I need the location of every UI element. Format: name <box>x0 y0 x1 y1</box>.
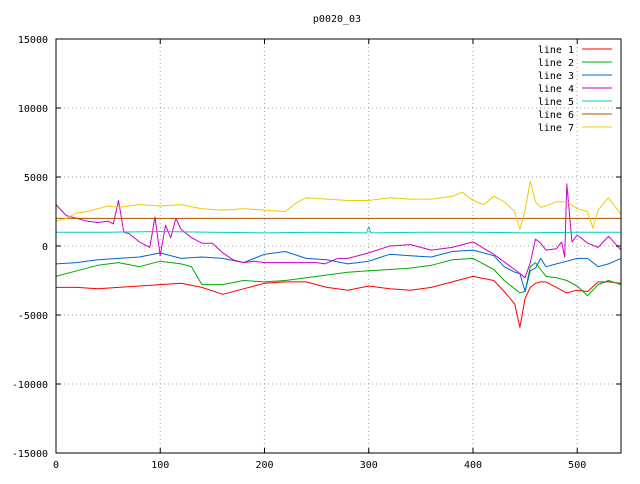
legend-label: line 1 <box>538 45 574 56</box>
legend-label: line 2 <box>538 58 574 69</box>
x-tick-label: 300 <box>360 460 378 471</box>
y-tick-label: 5000 <box>24 173 48 184</box>
series-group <box>55 180 622 328</box>
series-line-5 <box>56 226 621 234</box>
y-tick-label: -10000 <box>12 380 48 391</box>
series-line-2 <box>55 257 622 297</box>
x-tick-label: 200 <box>255 460 273 471</box>
y-tick-label: -5000 <box>18 311 48 322</box>
legend-label: line 6 <box>538 110 574 121</box>
grid <box>56 39 621 453</box>
legend-label: line 3 <box>538 71 574 82</box>
series-line-7 <box>55 180 622 230</box>
x-tick-label: 400 <box>464 460 482 471</box>
legend-label: line 4 <box>538 84 574 95</box>
legend-label: line 5 <box>538 97 574 108</box>
y-tick-label: 15000 <box>18 35 48 46</box>
legend: line 1 line 2 line 3 line 4 line 5 line 6 line… <box>538 45 612 134</box>
y-tick-label: -15000 <box>12 449 48 460</box>
x-tick-label: 0 <box>53 460 59 471</box>
y-tick-label: 10000 <box>18 104 48 115</box>
series-line-4 <box>55 183 622 279</box>
tick-labels: 0 100 200 300 400 500 -15000 -10000 -5000 0 5000 10… <box>12 35 586 471</box>
tick-marks <box>55 38 621 454</box>
legend-label: line 7 <box>538 123 574 134</box>
series-line-1 <box>56 275 622 328</box>
y-tick-label: 0 <box>42 242 48 253</box>
x-tick-label: 500 <box>568 460 586 471</box>
series-line-3 <box>55 249 622 292</box>
chart-title: p0020_03 <box>313 14 361 25</box>
x-tick-label: 100 <box>151 460 169 471</box>
